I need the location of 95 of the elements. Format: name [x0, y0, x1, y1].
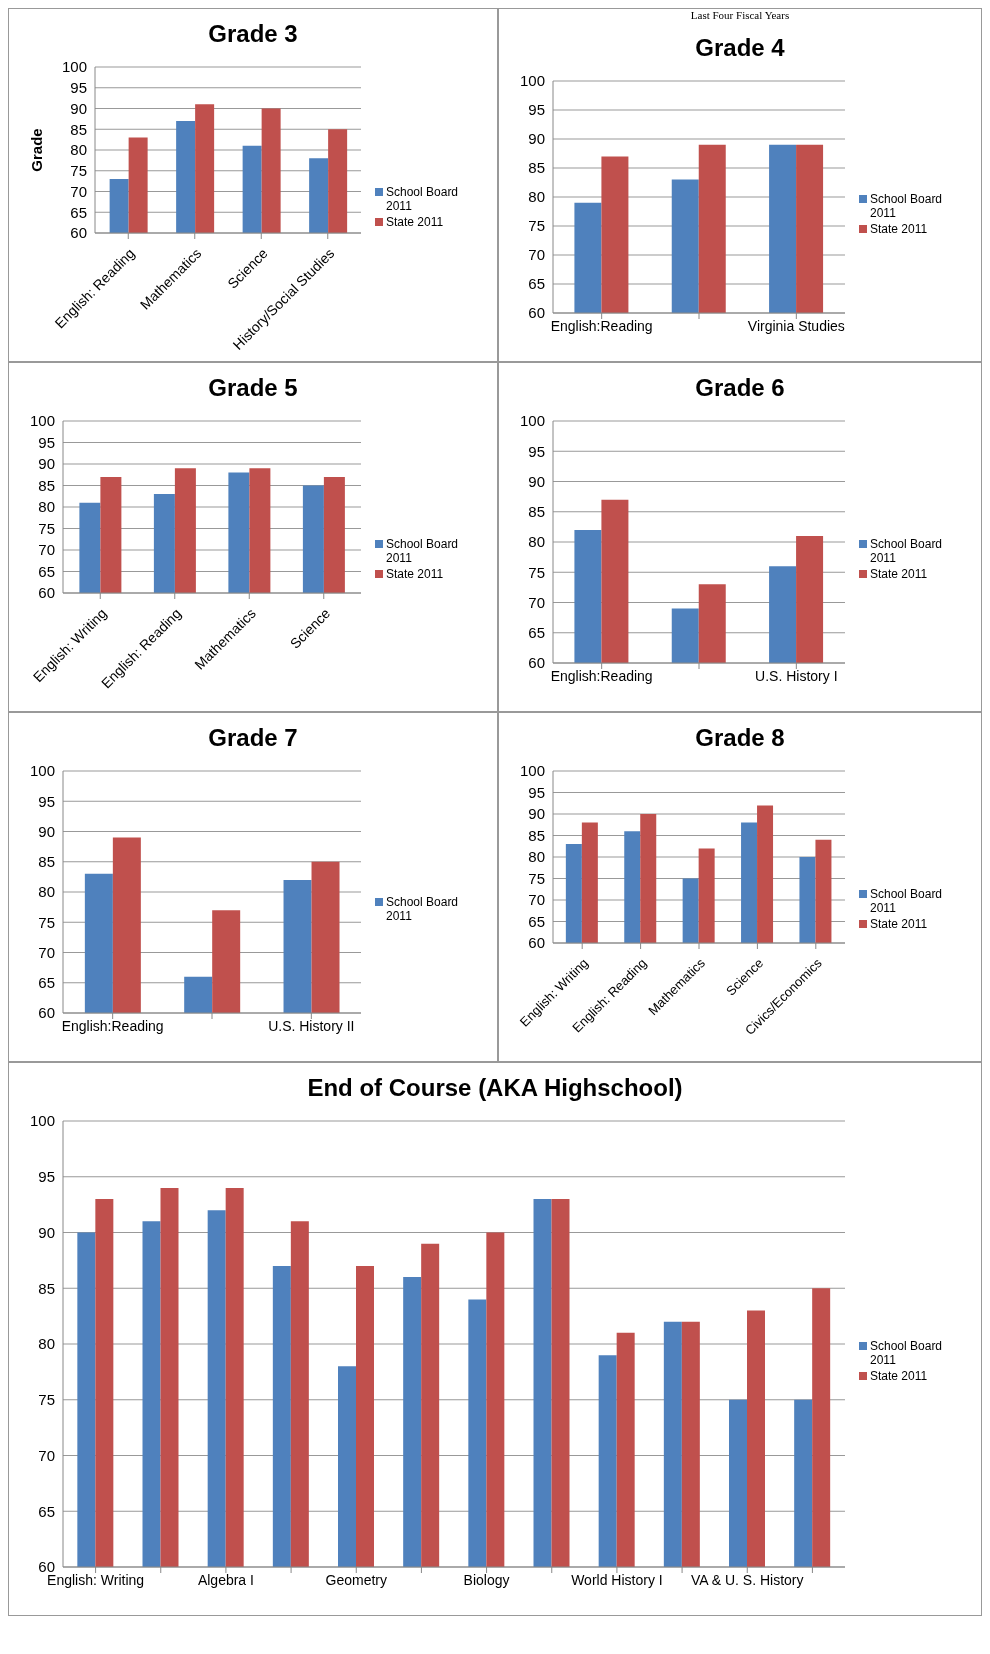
y-tick-label: 80: [70, 141, 87, 159]
y-tick-label: 90: [528, 805, 545, 823]
y-tick-label: 70: [70, 182, 87, 200]
y-tick-label: 95: [528, 783, 545, 801]
text: Last Four Fiscal Years: [689, 9, 791, 23]
y-tick-label: 100: [519, 412, 545, 430]
y-tick-label: 80: [38, 1335, 55, 1353]
y-tick-label: 85: [528, 826, 545, 844]
x-tick-label: VA & U. S. History: [690, 1571, 804, 1588]
y-tick-label: 70: [38, 541, 55, 559]
y-tick-label: 90: [38, 455, 55, 473]
legend-label: School Board 2011: [870, 887, 944, 915]
y-tick-label: 70: [528, 593, 545, 611]
y-tick-label: 70: [38, 1446, 55, 1464]
y-tick-label: 95: [528, 101, 545, 119]
y-tick-label: 85: [528, 503, 545, 521]
y-tick-label: 80: [38, 883, 55, 901]
chart-title: Grade 7: [207, 723, 299, 753]
y-tick-label: 60: [528, 304, 545, 322]
x-tick-label: U.S. History I: [755, 667, 838, 684]
chart-title: End of Course (AKA Highschool): [306, 1073, 684, 1103]
y-tick-label: 65: [70, 203, 87, 221]
y-tick-label: 65: [38, 562, 55, 580]
y-tick-label: 85: [38, 1279, 55, 1297]
y-tick-label: 60: [528, 934, 545, 952]
y-tick-label: 95: [38, 792, 55, 810]
y-tick-label: 80: [528, 533, 545, 551]
y-tick-label: 75: [38, 913, 55, 931]
y-tick-label: 90: [38, 822, 55, 840]
y-tick-label: 95: [38, 1168, 55, 1186]
y-tick-label: 100: [29, 762, 55, 780]
legend-label: School Board 2011: [386, 537, 460, 565]
y-tick-label: 65: [528, 624, 545, 642]
y-tick-label: 100: [29, 412, 55, 430]
legend-label: School Board 2011: [870, 192, 944, 220]
chart-title: Grade 5: [207, 373, 299, 403]
y-tick-label: 75: [528, 563, 545, 581]
y-tick-label: 60: [70, 224, 87, 242]
y-tick-label: 95: [70, 79, 87, 97]
y-tick-label: 90: [528, 130, 545, 148]
y-tick-label: 85: [38, 476, 55, 494]
chart-title: Grade 3: [207, 19, 299, 49]
y-tick-label: 70: [38, 943, 55, 961]
legend-label: State 2011: [870, 567, 928, 581]
legend-label: School Board 2011: [386, 895, 460, 923]
x-tick-label: Virginia Studies: [747, 317, 845, 334]
y-tick-label: 100: [29, 1112, 55, 1130]
y-tick-label: 80: [528, 848, 545, 866]
legend-label: State 2011: [870, 917, 928, 931]
x-tick-label: English:Reading: [550, 667, 653, 684]
y-tick-label: 65: [38, 974, 55, 992]
chart-title: Grade 8: [694, 723, 786, 753]
legend-label: School Board 2011: [870, 1339, 944, 1367]
y-tick-label: 70: [528, 246, 545, 264]
y-tick-label: 65: [38, 1502, 55, 1520]
y-tick-label: 75: [70, 162, 87, 180]
legend-label: School Board 2011: [386, 185, 460, 213]
y-tick-label: 85: [70, 120, 87, 138]
x-tick-label: English:Reading: [61, 1017, 164, 1034]
chart-title: Grade 6: [694, 373, 786, 403]
y-tick-label: 95: [38, 433, 55, 451]
legend-label: School Board 2011: [870, 537, 944, 565]
y-tick-label: 75: [528, 217, 545, 235]
legend-label: State 2011: [870, 222, 928, 236]
y-tick-label: 80: [528, 188, 545, 206]
y-tick-label: 75: [528, 869, 545, 887]
chart-title: Grade 4: [694, 33, 786, 63]
x-tick-label: Geometry: [325, 1571, 387, 1588]
y-tick-label: 100: [61, 58, 87, 76]
legend-label: State 2011: [386, 567, 444, 581]
y-tick-label: 100: [519, 72, 545, 90]
x-tick-label: English:Reading: [550, 317, 653, 334]
y-tick-label: 90: [70, 99, 87, 117]
y-tick-label: 85: [528, 159, 545, 177]
y-tick-label: 80: [38, 498, 55, 516]
y-axis-title: Grade: [28, 128, 46, 172]
legend-label: State 2011: [870, 1369, 928, 1383]
y-tick-label: 70: [528, 891, 545, 909]
y-tick-label: 75: [38, 519, 55, 537]
y-tick-label: 100: [519, 762, 545, 780]
y-tick-label: 75: [38, 1391, 55, 1409]
y-tick-label: 90: [528, 472, 545, 490]
y-tick-label: 60: [528, 654, 545, 672]
y-tick-label: 85: [38, 853, 55, 871]
legend-label: State 2011: [386, 215, 444, 229]
x-tick-label: World History I: [571, 1571, 663, 1588]
x-tick-label: Biology: [463, 1571, 510, 1588]
x-tick-label: Algebra I: [197, 1571, 254, 1588]
y-tick-label: 60: [38, 584, 55, 602]
y-tick-label: 95: [528, 442, 545, 460]
y-tick-label: 60: [38, 1004, 55, 1022]
y-tick-label: 90: [38, 1223, 55, 1241]
y-tick-label: 65: [528, 275, 545, 293]
y-tick-label: 65: [528, 912, 545, 930]
x-tick-label: U.S. History II: [268, 1017, 355, 1034]
